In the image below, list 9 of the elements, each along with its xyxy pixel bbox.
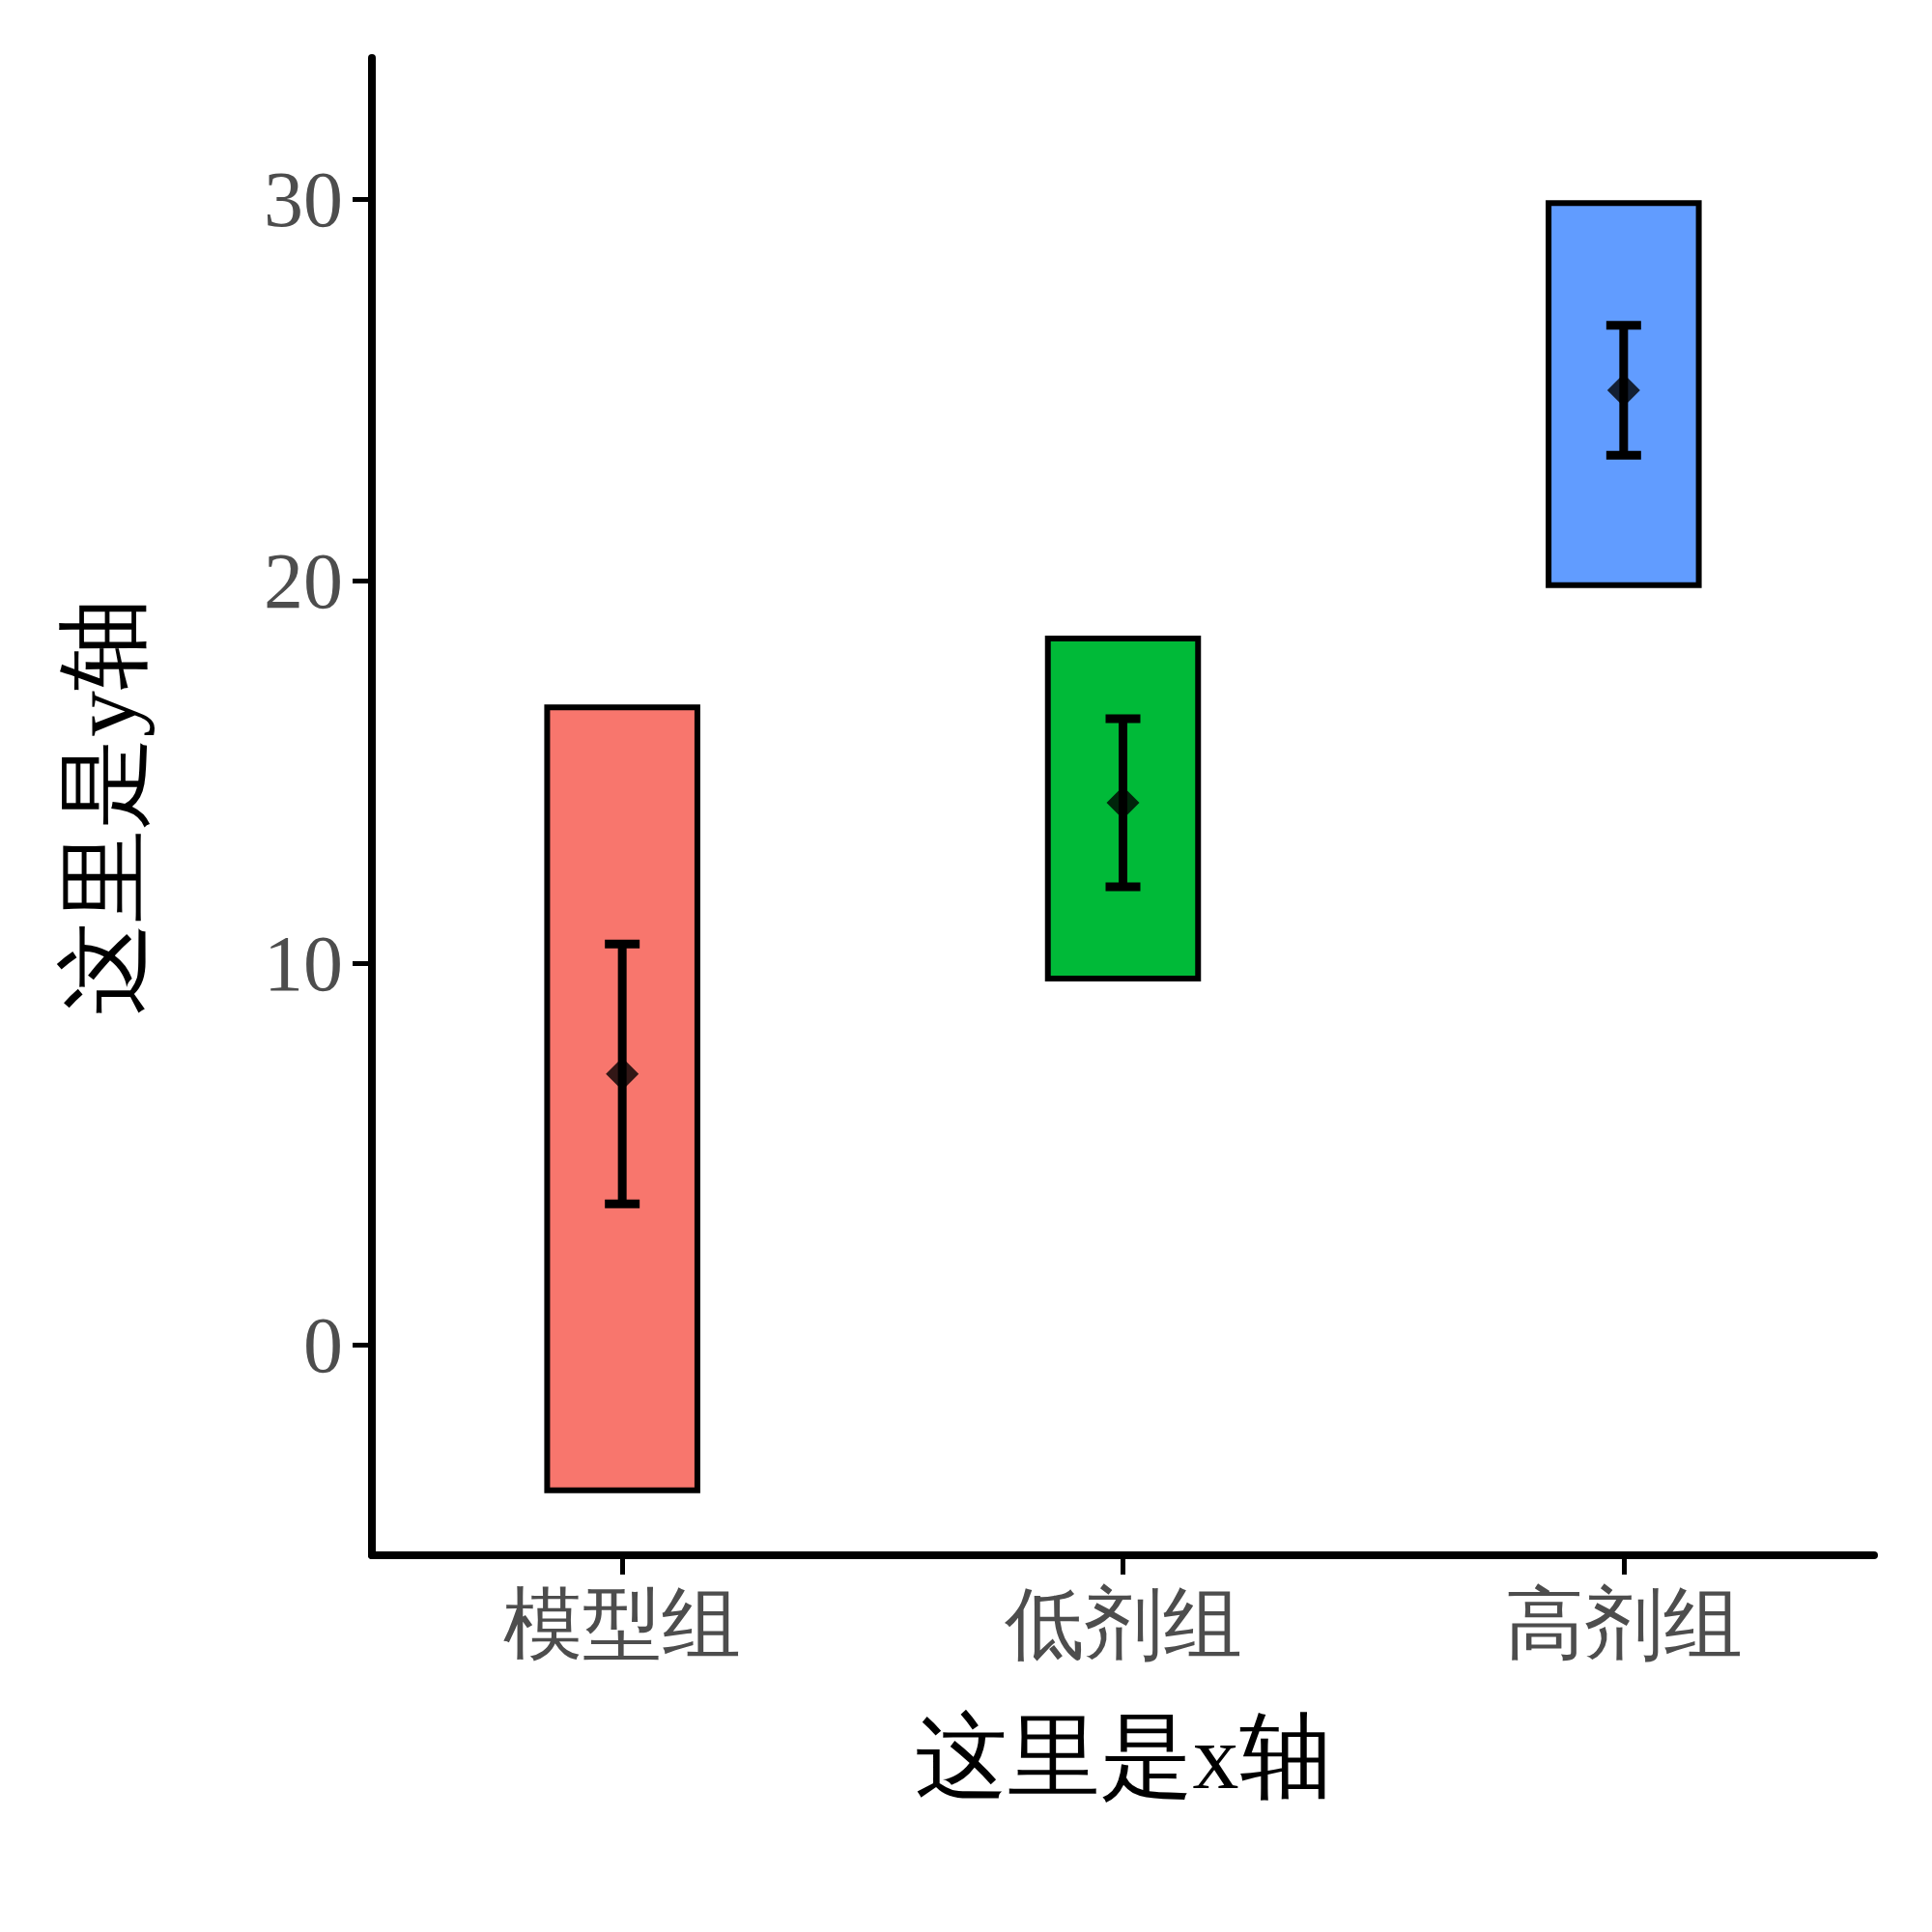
x-tick-label: 低剂组 bbox=[1004, 1579, 1242, 1668]
x-tick-label: 模型组 bbox=[503, 1579, 742, 1668]
x-axis-title: 这里是x轴 bbox=[914, 1704, 1332, 1808]
x-tick-label: 高剂组 bbox=[1504, 1579, 1743, 1668]
y-tick-label: 20 bbox=[264, 537, 343, 626]
y-axis-title: 这里是y轴 bbox=[51, 598, 156, 1015]
y-tick-label: 0 bbox=[303, 1301, 343, 1390]
y-tick-label: 30 bbox=[264, 155, 343, 243]
y-tick-label: 10 bbox=[264, 919, 343, 1008]
